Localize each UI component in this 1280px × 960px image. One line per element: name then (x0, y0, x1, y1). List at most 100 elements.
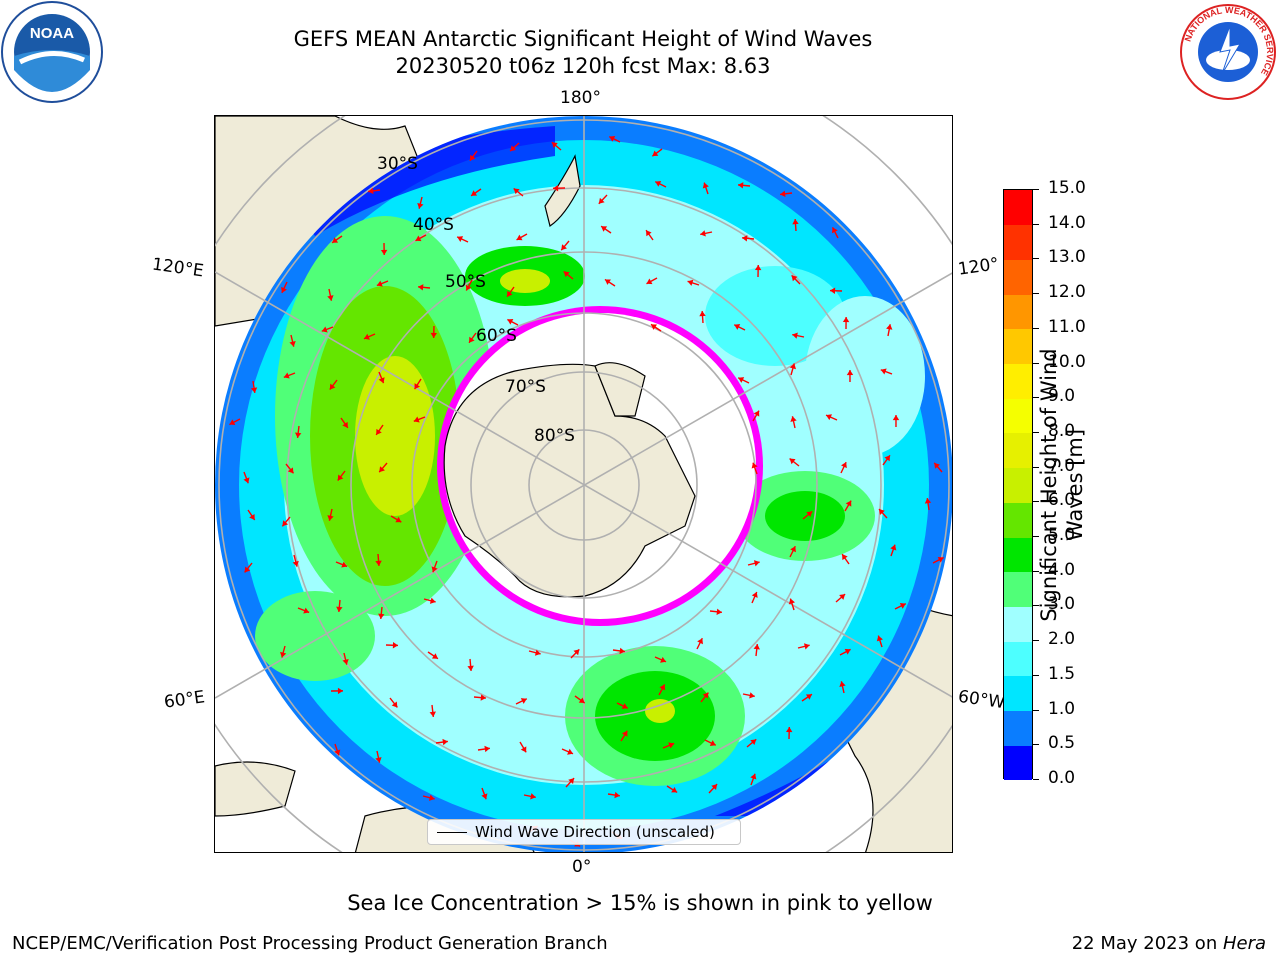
vector-arrowhead (841, 462, 847, 469)
graticule (215, 116, 952, 852)
colorbar-segment (1004, 710, 1032, 746)
colorbar-tick-mark (1033, 258, 1039, 260)
colorbar-tick-label: 13.0 (1048, 247, 1086, 268)
vector-arrowhead (619, 647, 625, 655)
vector-arrowhead (342, 421, 348, 428)
vector-arrowhead (250, 387, 258, 393)
vector-arrowhead (553, 184, 559, 192)
vector-arrowhead (750, 773, 757, 780)
vector-arrowhead (790, 416, 797, 422)
colorbar-tick-mark (1033, 501, 1039, 503)
colorbar-tick-label: 0.5 (1048, 733, 1076, 754)
colorbar-tick-mark (1033, 293, 1039, 295)
lon-label-bottom: 0° (572, 857, 592, 877)
vector-arrowhead (892, 415, 900, 421)
vector-arrowhead (321, 326, 328, 333)
colorbar-segment (1004, 294, 1032, 330)
vector-arrowhead (924, 498, 932, 504)
colorbar-tick-mark (1033, 327, 1039, 329)
vector-arrowhead (709, 740, 716, 746)
vector-arrowhead (429, 711, 436, 717)
vector-arrowhead (510, 145, 517, 152)
colorbar-label: Significant Height of Wind Waves [m] (1036, 275, 1088, 695)
vector-arrowhead (282, 520, 289, 527)
colorbar-tick-label: 15.0 (1048, 178, 1086, 198)
lat-label-50: 50°S (445, 272, 486, 292)
vector-arrowhead (281, 286, 287, 293)
vector-arrowhead (839, 681, 846, 687)
vector-arrowhead (327, 295, 334, 301)
vector-arrowhead (879, 509, 885, 515)
vector-arrowhead (716, 608, 722, 615)
colorbar-segment (1004, 537, 1032, 573)
vector-arrowhead (751, 591, 758, 598)
vector-arrowhead (429, 597, 436, 604)
colorbar-tick-mark (1033, 223, 1039, 225)
colorbar-label-line2: Waves [m] (1063, 428, 1087, 542)
vector-arrowhead (614, 791, 620, 799)
vector-arrowhead (530, 793, 536, 800)
vector-arrowhead (652, 150, 659, 157)
vector-arrowhead (655, 181, 662, 187)
colorbar-segment (1004, 467, 1032, 503)
chart-subtitle: 20230520 t06z 120h fcst Max: 8.63 (395, 54, 771, 78)
colorbar-tick-mark (1033, 536, 1039, 538)
colorbar-tick-mark (1033, 431, 1039, 433)
colorbar-segment (1004, 398, 1032, 434)
vector-arrowhead (337, 474, 344, 481)
colorbar-tick-label: 8.0 (1048, 420, 1076, 441)
colorbar-tick-mark (1033, 674, 1039, 676)
colorbar-segment (1004, 745, 1032, 781)
vector-arrowhead (659, 684, 666, 691)
vector-arrowhead (287, 467, 294, 474)
vector-arrowhead (785, 727, 793, 733)
vector-arrowhead (507, 318, 514, 325)
vector-arrowhead (336, 606, 343, 612)
vector-arrowhead (415, 235, 422, 242)
colorbar-tick-mark (1033, 189, 1039, 190)
vector-arrowhead (601, 226, 608, 232)
vector-arrowhead (368, 187, 374, 195)
vector-arrowhead (376, 428, 382, 435)
colorbar-segment (1004, 190, 1032, 226)
vector-arrowhead (790, 546, 796, 553)
vector-arrowhead (484, 745, 490, 753)
vector-arrowhead (839, 594, 846, 600)
vector-arrowhead (469, 336, 475, 343)
vector-arrowhead (465, 284, 472, 291)
colorbar-tick-label: 4.0 (1048, 559, 1076, 580)
vector-arrowhead (598, 197, 605, 204)
vector-arrowhead (229, 419, 236, 426)
vector-arrowhead (471, 190, 478, 196)
vector-arrowhead (378, 377, 385, 384)
vector-arrowhead (376, 280, 383, 287)
colorbar-tick-mark (1033, 744, 1039, 746)
chart-title: GEFS MEAN Antarctic Significant Height o… (293, 27, 873, 51)
vector-arrowhead (831, 227, 838, 234)
vector-arrowhead (392, 642, 398, 649)
vector-arrowhead (805, 694, 812, 700)
madagascar-area (215, 761, 296, 817)
vector-arrowhead (844, 648, 851, 655)
vector-arrowhead (789, 363, 796, 370)
vector-arrowhead (327, 515, 334, 521)
colorbar-segment (1004, 259, 1032, 295)
colorbar-label-line1: Significant Height of Wind (1037, 348, 1061, 622)
vector-arrowhead (375, 560, 382, 566)
colorbar-tick-mark (1033, 570, 1039, 572)
colorbar-tick-mark (1033, 640, 1039, 642)
vector-arrowhead (551, 142, 558, 148)
lon-label-right-lower: 60°W (956, 686, 1007, 714)
polar-map: 30°S 40°S 50°S 60°S 70°S 80°S (214, 115, 953, 853)
vector-arrowhead (414, 383, 421, 390)
vector-arrowhead (534, 649, 541, 656)
vector-arrowhead (699, 311, 706, 317)
colorbar-tick-mark (1033, 362, 1039, 364)
colorbar-tick-label: 6.0 (1048, 490, 1076, 511)
vector-arrowhead (753, 644, 760, 650)
colorbar-segment (1004, 502, 1032, 538)
vector-arrowhead (803, 643, 810, 650)
vector-arrowhead (513, 188, 520, 195)
colorbar-segment (1004, 224, 1032, 260)
colorbar-tick-label: 7.0 (1048, 455, 1076, 476)
